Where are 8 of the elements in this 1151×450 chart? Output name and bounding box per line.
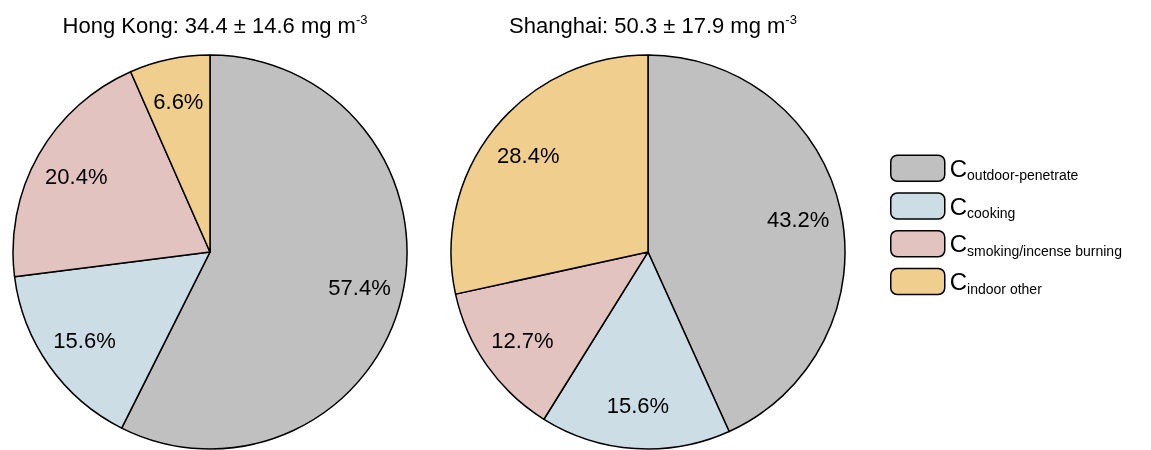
data-label: 43.2% [767,207,830,233]
data-label: 12.7% [491,328,554,354]
data-label: 15.6% [53,328,116,354]
data-label: 20.4% [45,163,108,189]
data-label: 15.6% [606,392,670,418]
data-label: 28.4% [497,143,560,169]
data-label: 57.4% [328,274,391,300]
data-label: 6.6% [153,89,204,115]
